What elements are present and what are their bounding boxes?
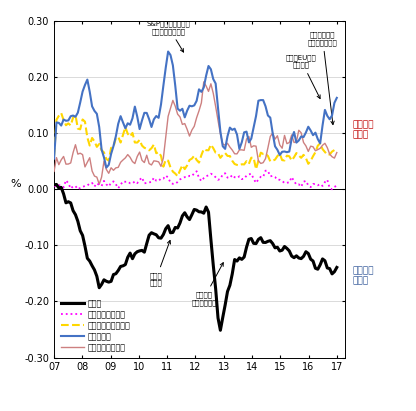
Y-axis label: %: % [10,179,21,189]
Text: トランプ氏の
米大統領選勝利: トランプ氏の 米大統領選勝利 [308,32,337,125]
Text: 東日本
大震災: 東日本 大震災 [149,240,171,286]
Text: 避難通貨
の傾向: 避難通貨 の傾向 [352,266,374,286]
Text: 脱弱通貨
の傾向: 脱弱通貨 の傾向 [352,120,374,140]
Legend: 日本円, オフショア人民元, インドネシアルピア, 韓国ウォン, シンガポールドル: 日本円, オフショア人民元, インドネシアルピア, 韓国ウォン, シンガポールド… [58,296,134,355]
Text: 日本銀行
黒田総裁就任: 日本銀行 黒田総裁就任 [191,263,223,305]
Text: 英国のEU離脱
国民投票: 英国のEU離脱 国民投票 [286,54,320,99]
Text: S&Pが米国ソブリン
格付けを引き下げ: S&Pが米国ソブリン 格付けを引き下げ [147,21,191,52]
